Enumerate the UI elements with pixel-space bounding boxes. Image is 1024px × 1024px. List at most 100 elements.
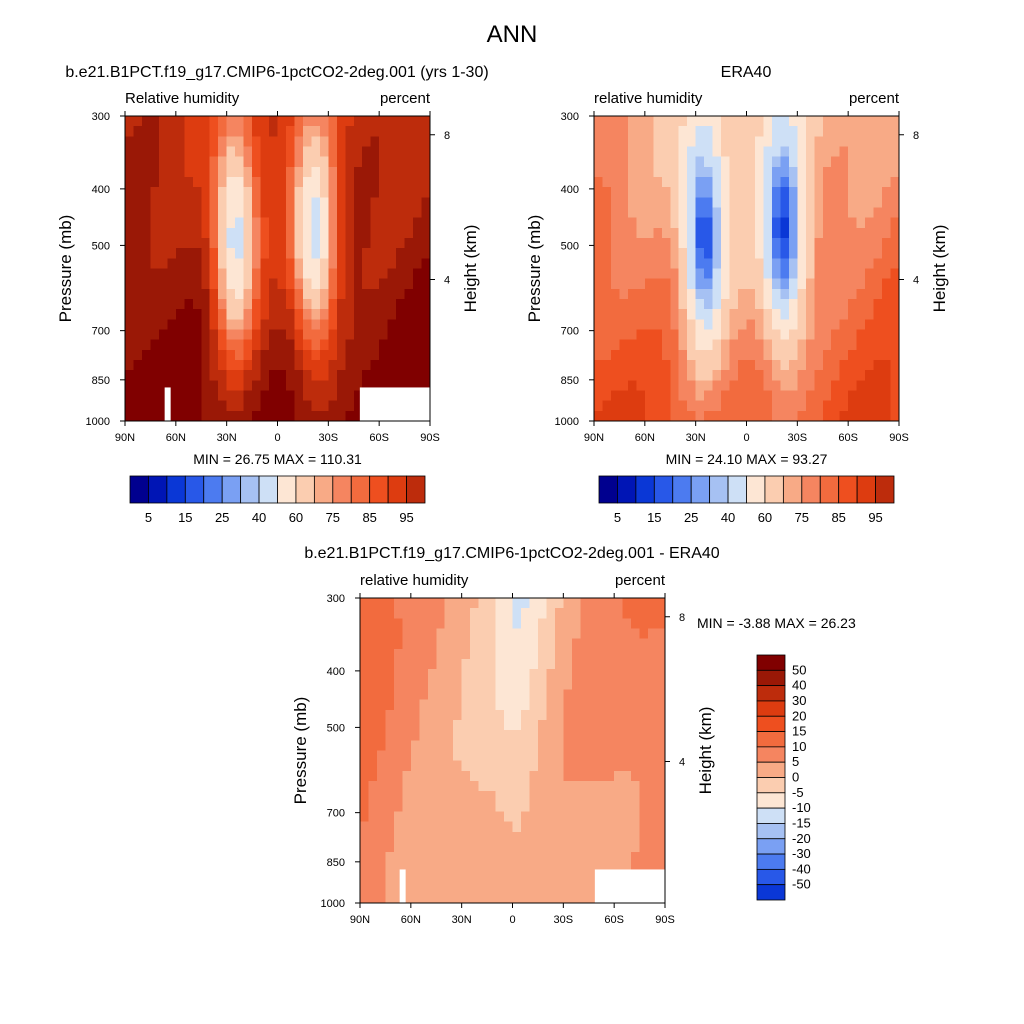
field-cell [427,608,437,619]
field-cell [150,146,160,158]
field-cell [192,126,202,137]
field-cell [529,852,539,863]
field-cell [610,349,621,361]
field-cell [746,136,756,148]
field-cell [209,146,219,158]
field-cell [294,370,304,381]
field-cell [580,852,590,863]
field-cell [648,598,658,609]
field-cell [644,126,654,137]
field-cell [167,360,177,371]
field-cell [192,116,202,127]
field-cell [797,248,807,259]
field-cell [602,136,612,148]
field-cell [656,801,666,813]
field-cell [379,248,389,259]
field-cell [421,207,431,219]
colorbar-swatch [756,838,786,855]
field-cell [362,166,372,178]
field-cell [252,227,262,239]
field-cell [639,811,649,823]
field-cell [336,217,346,229]
field-cell [788,258,798,270]
field-cell [529,892,539,904]
field-cell [133,278,143,290]
field-cell [192,166,202,178]
field-cell [362,217,372,229]
field-cell [393,852,403,863]
field-cell [396,177,406,188]
field-cell [328,248,338,259]
field-cell [588,760,598,772]
field-cell [594,126,604,137]
field-cell [670,370,680,381]
field-cell [687,126,697,137]
field-cell [848,278,858,290]
field-cell [453,872,463,884]
field-cell [780,349,790,361]
field-cell [678,349,688,361]
field-cell [704,380,714,392]
field-cell [444,811,454,823]
field-cell [141,299,152,310]
field-cell [554,811,564,823]
field-cell [387,146,397,158]
field-cell [571,811,581,823]
field-cell [602,177,612,188]
field-cell [738,136,748,148]
field-cell [754,380,765,392]
field-cell [554,852,564,863]
field-cell [209,177,219,188]
field-cell [393,659,403,670]
field-cell [865,400,875,412]
field-cell [201,116,211,127]
field-cell [512,811,522,823]
field-cell [529,679,539,691]
field-cell [201,319,211,331]
field-cell [831,207,841,219]
field-cell [252,238,262,249]
field-cell [504,770,514,782]
field-cell [404,207,414,219]
field-cell [167,370,177,381]
field-cell [201,258,211,270]
field-cell [788,299,798,310]
field-cell [814,136,824,148]
field-cell [376,821,387,833]
field-cell [546,882,556,894]
field-cell [277,238,287,249]
field-cell [410,811,420,823]
field-cell [873,410,883,422]
field-cell [141,116,152,127]
field-cell [537,892,547,904]
colorbar-label: 40 [721,510,735,525]
field-cell [622,862,632,874]
colorbar-swatch [240,475,260,504]
field-cell [520,831,531,843]
field-cell [226,339,236,351]
field-cell [410,791,420,802]
field-cell [648,679,658,691]
field-cell [413,166,423,178]
field-cell [393,831,403,843]
field-cell [614,699,624,711]
field-cell [619,248,629,259]
field-cell [294,339,304,351]
colorbar-label: -20 [792,831,811,846]
field-cell [504,791,514,802]
field-cell [712,207,722,219]
field-cell [470,882,480,894]
field-cell [495,821,505,833]
field-cell [695,288,705,300]
field-cell [729,146,739,158]
field-cell [453,679,463,691]
field-cell [504,842,514,853]
y-tick-label: 500 [561,240,579,252]
field-cell [546,872,556,884]
colorbar-swatch [221,475,242,504]
field-cell [133,116,143,127]
field-cell [252,380,262,392]
field-cell [167,400,177,412]
field-cell [379,217,389,229]
field-cell [554,740,564,752]
